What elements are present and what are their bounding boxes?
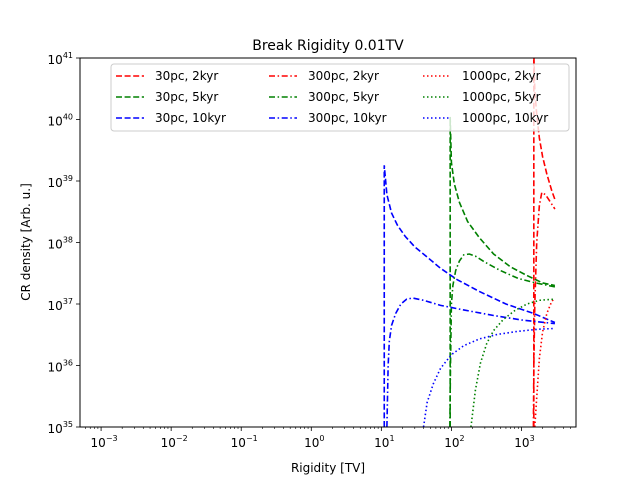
y-tick-label-2: 1037 (48, 297, 73, 313)
legend-label-8: 1000pc, 10kyr (462, 111, 548, 125)
series-line-7 (470, 298, 555, 427)
x-tick-label-6: 103 (514, 434, 534, 450)
legend-label-3: 300pc, 2kyr (308, 69, 379, 83)
x-tick-label-2: 10−1 (231, 434, 258, 450)
legend-label-7: 1000pc, 5kyr (462, 90, 541, 104)
x-tick-label-5: 102 (444, 434, 464, 450)
series-line-1 (449, 116, 556, 427)
legend-label-4: 300pc, 5kyr (308, 90, 379, 104)
chart-title: Break Rigidity 0.01TV (252, 38, 404, 54)
legend-box (110, 63, 570, 132)
x-tick-label-4: 101 (374, 434, 394, 450)
series-line-5 (386, 297, 555, 427)
series-line-8 (422, 327, 555, 427)
y-tick-label-3: 1038 (48, 236, 73, 252)
y-tick-label-4: 1039 (48, 174, 73, 190)
series-line-4 (449, 253, 556, 427)
y-axis-label: CR density [Arb. u.] (19, 183, 33, 301)
y-tick-label-0: 1035 (48, 420, 73, 436)
series-line-3 (532, 191, 556, 427)
series-line-2 (383, 165, 556, 427)
y-tick-label-6: 1041 (48, 51, 73, 67)
legend-label-2: 30pc, 10kyr (155, 111, 226, 125)
legend-label-6: 1000pc, 2kyr (462, 69, 541, 83)
legend-label-5: 300pc, 10kyr (308, 111, 387, 125)
y-tick-label-5: 1040 (48, 113, 73, 129)
legend-label-0: 30pc, 2kyr (155, 69, 218, 83)
x-tick-label-0: 10−3 (91, 434, 118, 450)
series-layer (383, 58, 556, 427)
legend: 30pc, 2kyr 30pc, 5kyr 30pc, 10kyr 300pc, 2k… (110, 63, 570, 132)
x-tick-label-3: 100 (304, 434, 324, 450)
y-tick-label-1: 1036 (48, 359, 73, 375)
legend-label-1: 30pc, 5kyr (155, 90, 218, 104)
x-axis-label: Rigidity [TV] (291, 461, 365, 475)
series-line-6 (534, 297, 556, 427)
ticks-layer: 10−3 10−2 10−1 100 101 102 103 1035 1036 1037 1038… (48, 51, 571, 450)
x-tick-label-1: 10−2 (161, 434, 188, 450)
